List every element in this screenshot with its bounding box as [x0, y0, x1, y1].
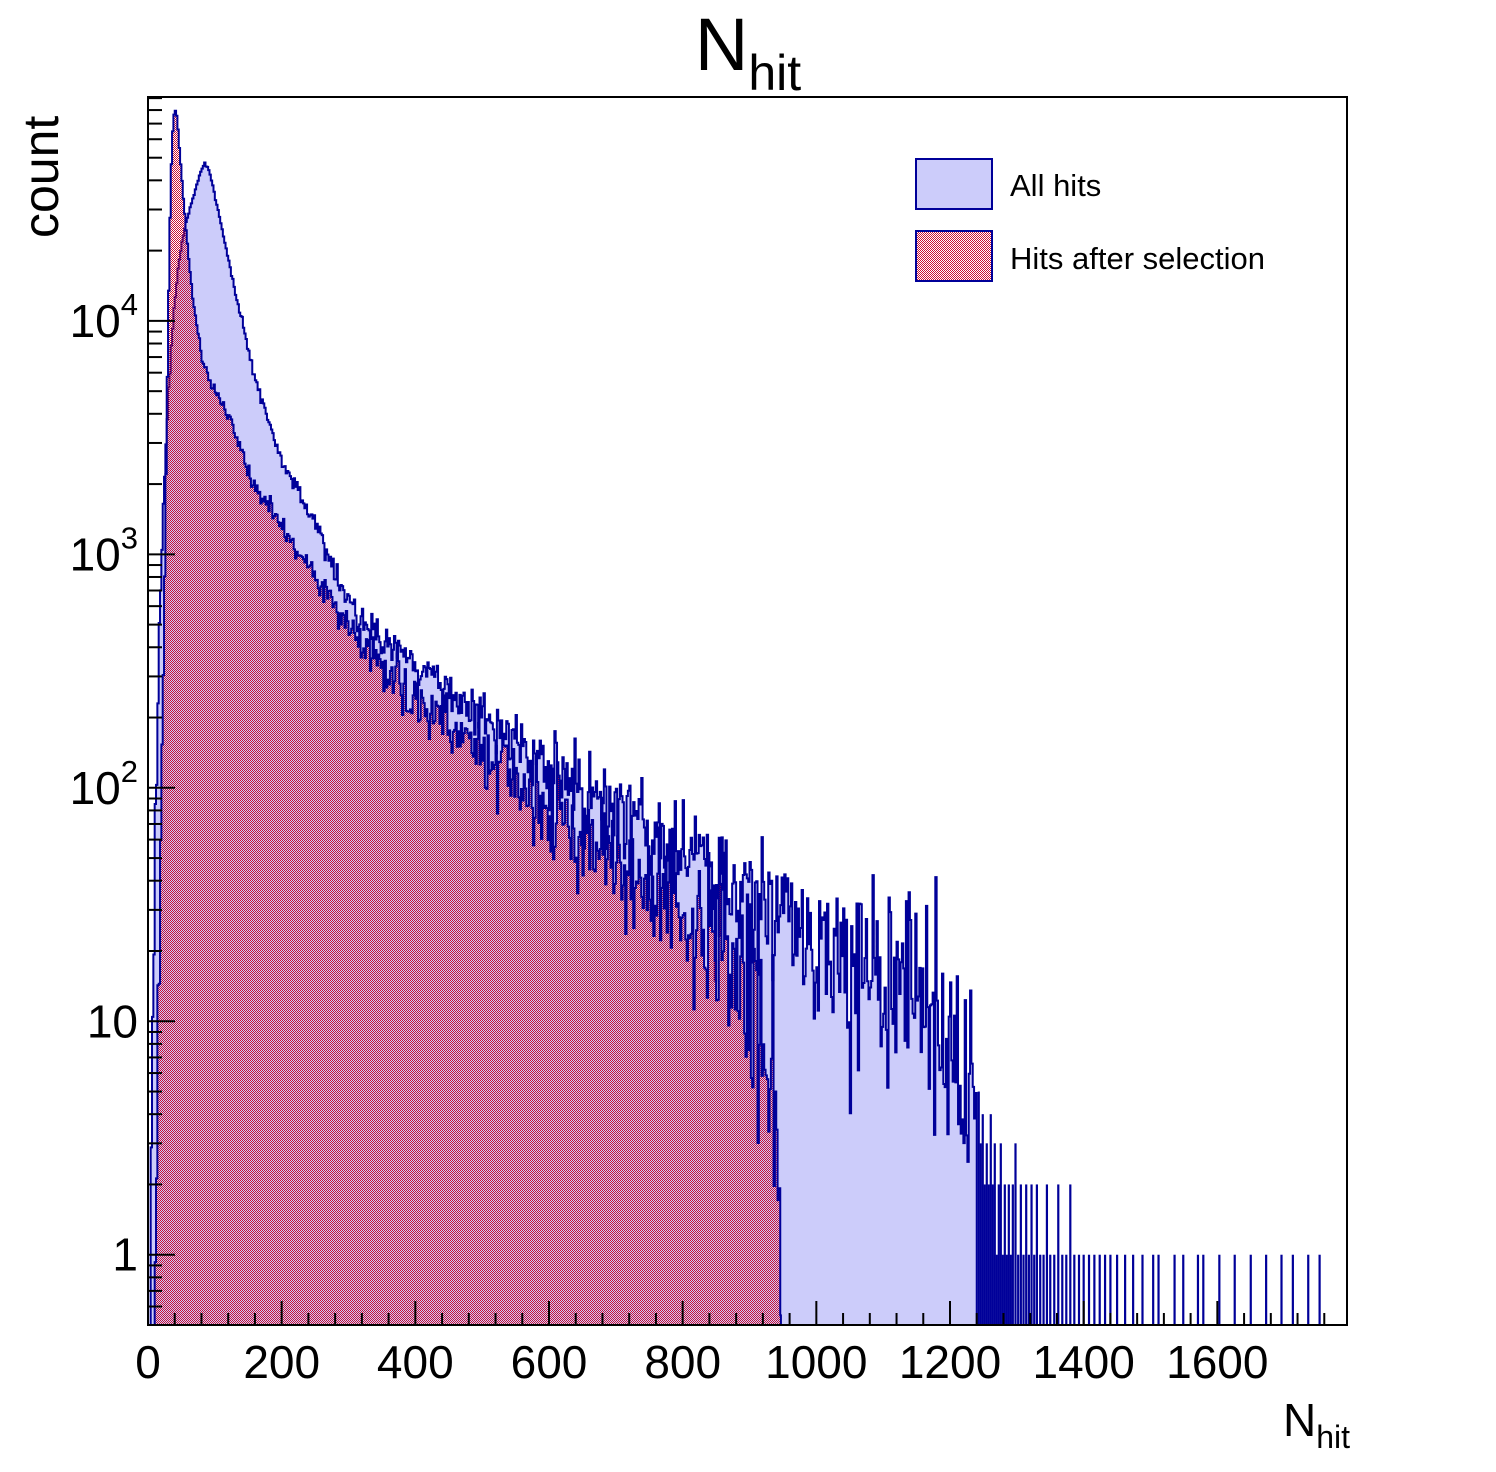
svg-text:400: 400 [377, 1336, 454, 1388]
legend-label-all-hits: All hits [1010, 168, 1102, 203]
svg-text:1200: 1200 [899, 1336, 1001, 1388]
histogram-series [149, 109, 1321, 1326]
svg-text:103: 103 [70, 520, 138, 580]
chart-title-subscript: hit [748, 45, 802, 101]
y-axis-tick-labels: 1 10 102 103 104 [70, 287, 138, 1281]
svg-text:1: 1 [112, 1229, 138, 1281]
x-axis-title: Nhit [1283, 1393, 1350, 1456]
svg-text:1400: 1400 [1033, 1336, 1135, 1388]
x-axis-title-subscript: hit [1316, 1419, 1351, 1455]
x-axis-tick-labels: 0 200 400 600 800 1000 1200 1400 1600 [135, 1336, 1268, 1388]
chart-title: Nhit [0, 4, 1496, 101]
svg-text:10: 10 [87, 995, 138, 1047]
legend-label-hits-after-selection: Hits after selection [1010, 241, 1265, 276]
svg-text:1600: 1600 [1166, 1336, 1268, 1388]
svg-text:600: 600 [511, 1336, 588, 1388]
axis-ticks [147, 97, 1326, 1325]
chart-title-main: N [694, 3, 749, 86]
svg-text:104: 104 [70, 287, 138, 347]
svg-text:800: 800 [644, 1336, 721, 1388]
svg-text:0: 0 [135, 1336, 161, 1388]
x-axis-title-main: N [1283, 1394, 1317, 1446]
svg-text:1000: 1000 [765, 1336, 867, 1388]
legend-swatch-hits-after-selection [915, 230, 993, 282]
plot-frame [147, 96, 1348, 1326]
svg-text:200: 200 [243, 1336, 320, 1388]
svg-text:102: 102 [70, 754, 138, 814]
legend-swatch-all-hits [915, 158, 993, 210]
